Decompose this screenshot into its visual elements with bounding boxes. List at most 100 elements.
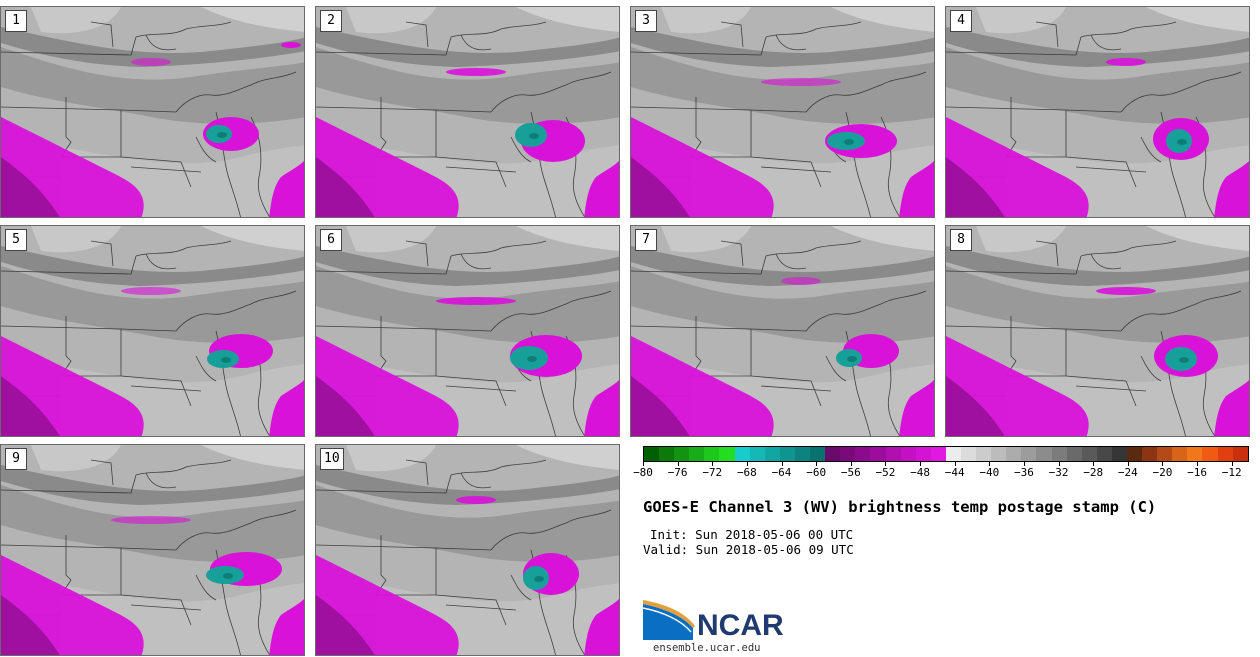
map-icon (1, 226, 304, 436)
colorbar-tick-label: −60 (806, 466, 827, 479)
colorbar-segment (749, 447, 765, 461)
colorbar-segment (1172, 447, 1188, 461)
colorbar-segment (1036, 447, 1052, 461)
postage-stamp-panel: 7 (630, 225, 935, 437)
colorbar-segment (1006, 447, 1022, 461)
colorbar (643, 446, 1249, 462)
colorbar-ticks: −80 −76 −72 −68 −64 −60 −56 −52 −48 −44 −40 −36 −32 −… (633, 462, 1249, 482)
map-icon (631, 7, 934, 217)
valid-time: Valid: Sun 2018-05-06 09 UTC (643, 542, 854, 557)
map-icon (1, 7, 304, 217)
colorbar-segment (1127, 447, 1143, 461)
colorbar-segment (1021, 447, 1037, 461)
logo-url: ensemble.ucar.edu (653, 642, 761, 654)
map-icon (946, 226, 1249, 436)
colorbar-tick-label: −64 (771, 466, 792, 479)
colorbar-segment (734, 447, 750, 461)
colorbar-segment (930, 447, 946, 461)
colorbar-tick-label: −68 (736, 466, 757, 479)
panel-number-label: 6 (320, 229, 342, 251)
colorbar-segment (644, 447, 660, 461)
colorbar-segment (885, 447, 901, 461)
postage-stamp-panel: 5 (0, 225, 305, 437)
colorbar-tick (989, 462, 991, 466)
colorbar-segment (915, 447, 931, 461)
panel-number-label: 2 (320, 10, 342, 32)
colorbar-tick (885, 462, 887, 466)
postage-stamp-panel: 2 (315, 6, 620, 218)
colorbar-tick-label: −48 (910, 466, 930, 479)
colorbar-segment (1202, 447, 1218, 461)
postage-stamp-panel: 1 (0, 6, 305, 218)
colorbar-tick (1127, 462, 1129, 466)
panel-number-label: 1 (5, 10, 27, 32)
colorbar-tick (850, 462, 852, 466)
map-icon (316, 226, 619, 436)
map-icon (946, 7, 1249, 217)
colorbar-segment (1142, 447, 1158, 461)
colorbar-segment (1051, 447, 1067, 461)
colorbar-tick (643, 462, 644, 466)
colorbar-segment (689, 447, 705, 461)
colorbar-tick (746, 462, 748, 466)
colorbar-segment (1187, 447, 1203, 461)
panel-number-label: 5 (5, 229, 27, 251)
panel-number-label: 9 (5, 448, 27, 470)
colorbar-segment (1217, 447, 1233, 461)
map-icon (316, 7, 619, 217)
colorbar-segment (1157, 447, 1173, 461)
postage-stamp-panel: 4 (945, 6, 1250, 218)
colorbar-tick (1058, 462, 1060, 466)
colorbar-segment (1111, 447, 1127, 461)
colorbar-tick (954, 462, 956, 466)
colorbar-tick-label: −40 (979, 466, 1000, 479)
colorbar-segment (779, 447, 795, 461)
colorbar-segment (855, 447, 871, 461)
colorbar-segment (976, 447, 992, 461)
colorbar-tick-label: −12 (1221, 466, 1242, 479)
colorbar-tick (920, 462, 922, 466)
colorbar-segment (825, 447, 841, 461)
colorbar-segment (900, 447, 916, 461)
ncar-logo-icon (643, 600, 695, 640)
colorbar-tick-label: −28 (1083, 466, 1104, 479)
colorbar-segment (945, 447, 961, 461)
postage-stamp-panel: 9 (0, 444, 305, 656)
init-time: Init: Sun 2018-05-06 00 UTC (650, 527, 854, 542)
colorbar-tick-label: −52 (875, 466, 896, 479)
colorbar-segment (1081, 447, 1097, 461)
postage-stamp-panel: 3 (630, 6, 935, 218)
colorbar-segment (764, 447, 780, 461)
colorbar-segment (794, 447, 811, 461)
map-icon (316, 445, 619, 655)
colorbar-tick (712, 462, 714, 466)
panel-number-label: 8 (950, 229, 972, 251)
panel-number-label: 7 (635, 229, 657, 251)
postage-stamp-panel: 10 (315, 444, 620, 656)
colorbar-tick (1023, 462, 1025, 466)
colorbar-tick-label: −32 (1048, 466, 1069, 479)
ncar-logo-text: NCAR (697, 609, 784, 642)
colorbar-segment (870, 447, 886, 461)
colorbar-segment (1232, 447, 1248, 461)
colorbar-tick (1197, 462, 1199, 466)
colorbar-segment (991, 447, 1007, 461)
colorbar-tick (677, 462, 679, 466)
colorbar-tick-label: −36 (1013, 466, 1034, 479)
colorbar-segment (840, 447, 856, 461)
colorbar-tick (816, 462, 818, 466)
colorbar-tick-label: −44 (944, 466, 965, 479)
colorbar-segment (719, 447, 735, 461)
colorbar-tick-label: −72 (702, 466, 723, 479)
map-icon (1, 445, 304, 655)
colorbar-tick (1093, 462, 1095, 466)
panel-number-label: 4 (950, 10, 972, 32)
colorbar-tick-label: −16 (1187, 466, 1207, 479)
colorbar-segment (810, 447, 826, 461)
figure-title: GOES-E Channel 3 (WV) brightness temp po… (643, 498, 1157, 516)
colorbar-segment (1066, 447, 1082, 461)
colorbar-tick-label: −24 (1117, 466, 1138, 479)
colorbar-segment (674, 447, 690, 461)
colorbar-tick (781, 462, 783, 466)
colorbar-segment (960, 447, 977, 461)
